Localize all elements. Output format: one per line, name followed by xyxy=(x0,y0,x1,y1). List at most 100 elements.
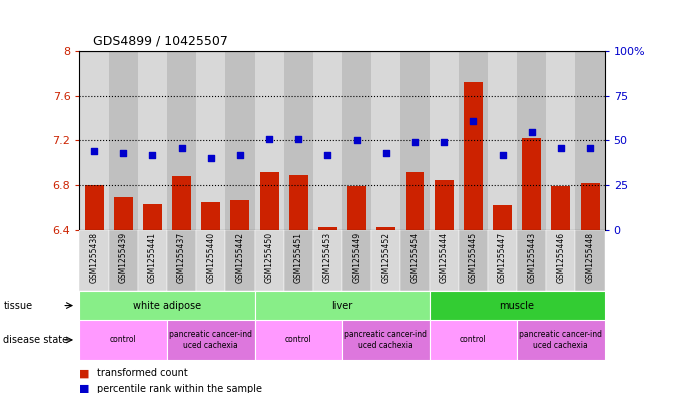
Bar xyxy=(108,230,138,291)
Bar xyxy=(488,51,517,230)
Bar xyxy=(488,230,517,291)
Bar xyxy=(79,230,108,291)
Bar xyxy=(114,198,133,230)
Text: GSM1255446: GSM1255446 xyxy=(556,232,565,283)
Bar xyxy=(435,180,453,230)
Bar xyxy=(342,320,430,360)
Text: control: control xyxy=(460,336,486,344)
Text: control: control xyxy=(110,336,137,344)
Bar xyxy=(201,202,220,230)
Point xyxy=(468,118,479,124)
Bar xyxy=(230,200,249,230)
Bar xyxy=(547,51,576,230)
Text: muscle: muscle xyxy=(500,301,535,310)
Bar xyxy=(284,230,313,291)
Bar xyxy=(464,83,483,230)
Point xyxy=(176,145,187,151)
Bar xyxy=(196,230,225,291)
Text: GSM1255443: GSM1255443 xyxy=(527,232,536,283)
Bar xyxy=(371,51,400,230)
Text: GSM1255438: GSM1255438 xyxy=(90,232,99,283)
Bar xyxy=(522,138,541,230)
Bar xyxy=(254,230,284,291)
Text: GSM1255445: GSM1255445 xyxy=(468,232,478,283)
Bar xyxy=(459,230,488,291)
Point xyxy=(585,145,596,151)
Bar xyxy=(254,291,430,320)
Point xyxy=(410,139,421,145)
Text: GSM1255449: GSM1255449 xyxy=(352,232,361,283)
Bar xyxy=(430,320,517,360)
Bar xyxy=(400,51,430,230)
Bar xyxy=(167,320,254,360)
Text: GSM1255453: GSM1255453 xyxy=(323,232,332,283)
Bar xyxy=(459,51,488,230)
Text: GDS4899 / 10425507: GDS4899 / 10425507 xyxy=(93,34,228,47)
Text: GSM1255447: GSM1255447 xyxy=(498,232,507,283)
Bar xyxy=(313,230,342,291)
Bar xyxy=(517,51,547,230)
Point xyxy=(147,152,158,158)
Point xyxy=(380,150,391,156)
Bar xyxy=(576,230,605,291)
Bar xyxy=(430,230,459,291)
Text: control: control xyxy=(285,336,312,344)
Text: GSM1255454: GSM1255454 xyxy=(410,232,419,283)
Bar xyxy=(342,230,371,291)
Bar xyxy=(138,230,167,291)
Bar xyxy=(284,51,313,230)
Text: GSM1255441: GSM1255441 xyxy=(148,232,157,283)
Bar xyxy=(79,291,254,320)
Bar xyxy=(79,51,108,230)
Bar xyxy=(289,175,307,230)
Point xyxy=(497,152,508,158)
Bar xyxy=(377,226,395,230)
Text: GSM1255448: GSM1255448 xyxy=(585,232,594,283)
Text: pancreatic cancer-ind
uced cachexia: pancreatic cancer-ind uced cachexia xyxy=(344,330,427,350)
Point xyxy=(322,152,333,158)
Bar xyxy=(371,230,400,291)
Bar xyxy=(143,204,162,230)
Text: GSM1255452: GSM1255452 xyxy=(381,232,390,283)
Bar xyxy=(580,183,600,230)
Point xyxy=(234,152,245,158)
Bar xyxy=(551,186,570,230)
Point xyxy=(293,136,304,142)
Text: white adipose: white adipose xyxy=(133,301,201,310)
Text: GSM1255444: GSM1255444 xyxy=(439,232,448,283)
Text: GSM1255450: GSM1255450 xyxy=(265,232,274,283)
Point xyxy=(117,150,129,156)
Point xyxy=(205,155,216,162)
Text: disease state: disease state xyxy=(3,335,68,345)
Bar xyxy=(318,226,337,230)
Bar xyxy=(517,320,605,360)
Text: GSM1255451: GSM1255451 xyxy=(294,232,303,283)
Bar xyxy=(225,230,254,291)
Text: liver: liver xyxy=(332,301,352,310)
Text: percentile rank within the sample: percentile rank within the sample xyxy=(97,384,262,393)
Bar xyxy=(400,230,430,291)
Bar xyxy=(138,51,167,230)
Bar xyxy=(172,176,191,230)
Bar xyxy=(547,230,576,291)
Point xyxy=(263,136,274,142)
Text: ■: ■ xyxy=(79,384,90,393)
Text: pancreatic cancer-ind
uced cachexia: pancreatic cancer-ind uced cachexia xyxy=(169,330,252,350)
Bar xyxy=(84,185,104,230)
Bar xyxy=(406,172,424,230)
Text: GSM1255437: GSM1255437 xyxy=(177,232,186,283)
Bar xyxy=(430,291,605,320)
Text: GSM1255439: GSM1255439 xyxy=(119,232,128,283)
Text: tissue: tissue xyxy=(3,301,32,310)
Bar xyxy=(342,51,371,230)
Point xyxy=(439,139,450,145)
Bar xyxy=(260,172,278,230)
Bar xyxy=(79,320,167,360)
Bar xyxy=(576,51,605,230)
Bar xyxy=(347,186,366,230)
Bar xyxy=(493,205,512,230)
Bar xyxy=(517,230,547,291)
Bar xyxy=(167,51,196,230)
Text: GSM1255440: GSM1255440 xyxy=(206,232,216,283)
Bar xyxy=(167,230,196,291)
